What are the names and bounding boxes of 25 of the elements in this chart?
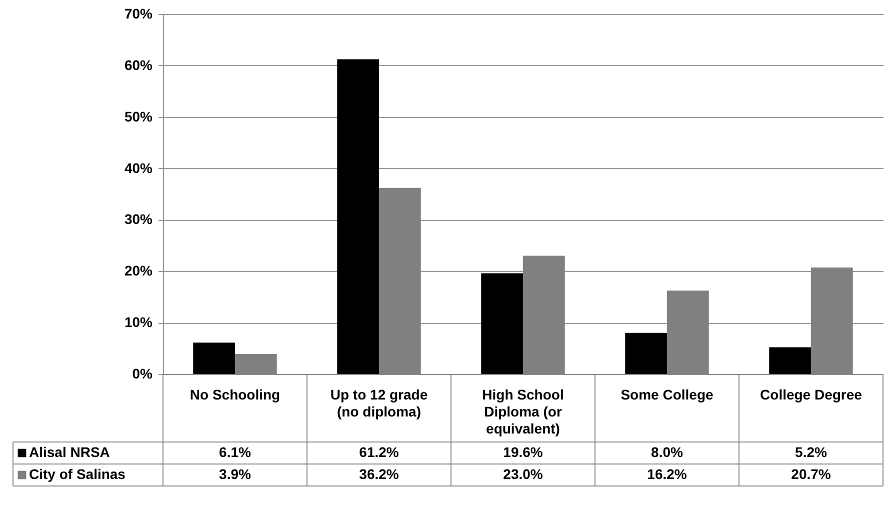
y-tick-label: 40%: [124, 160, 154, 176]
x-tick-label: College Degree: [760, 386, 862, 402]
data-label: 23.0%: [503, 466, 544, 482]
y-tick-label: 0%: [132, 366, 154, 382]
x-tick-label: High School Diploma (or equivalent): [482, 386, 564, 436]
y-tick-label: 50%: [124, 108, 154, 124]
y-tick-label: 60%: [124, 56, 154, 73]
x-tick-label: No Schooling: [190, 386, 280, 402]
data-label: 36.2%: [359, 466, 400, 482]
y-tick-label: 20%: [124, 262, 154, 279]
data-label: 19.6%: [503, 444, 544, 460]
data-label: 20.7%: [791, 466, 832, 482]
y-tick-label: 10%: [124, 314, 154, 330]
legend-label: City of Salinas: [29, 466, 126, 482]
data-label: 5.2%: [795, 444, 828, 460]
y-tick-label: 30%: [124, 211, 154, 228]
data-label: 8.0%: [651, 444, 684, 460]
data-label: 16.2%: [647, 466, 688, 482]
data-label: 61.2%: [359, 444, 400, 460]
x-tick-label: Up to 12 grade (no diploma): [330, 386, 428, 420]
x-tick-label: Some College: [620, 386, 714, 402]
legend-label: Alisal NRSA: [29, 444, 110, 460]
data-label: 3.9%: [219, 466, 252, 482]
y-tick-label: 70%: [124, 6, 154, 22]
data-label: 6.1%: [219, 444, 252, 460]
